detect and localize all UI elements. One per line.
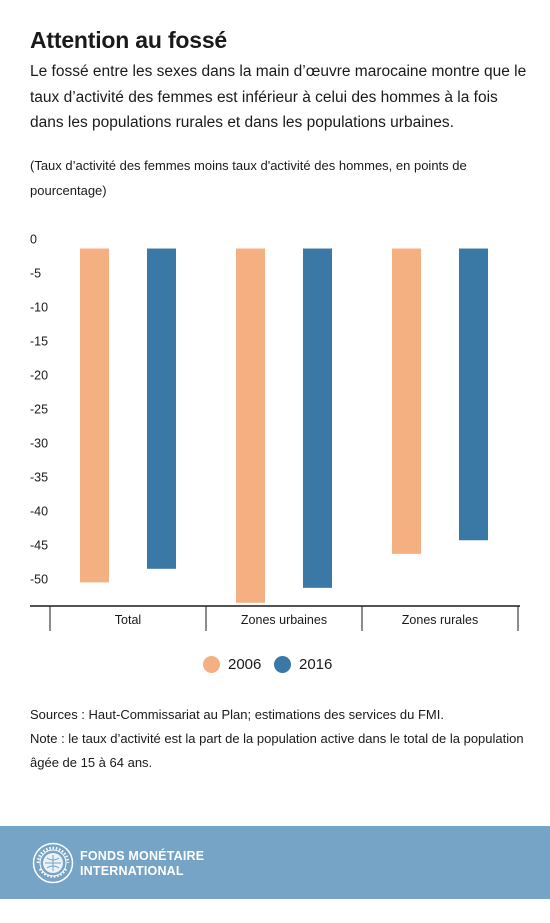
legend-label-2006: 2006 (228, 656, 262, 673)
x-category-label: Zones urbaines (241, 613, 327, 627)
y-tick-label: -30 (30, 437, 48, 451)
org-name-line1: FONDS MONÉTAIRE (80, 849, 205, 863)
bar-2006-2 (392, 248, 421, 554)
y-tick-label: 0 (30, 233, 37, 247)
source-note: Sources : Haut-Commissariat au Plan; est… (30, 703, 530, 775)
footer-bar: FONDS MONÉTAIRE INTERNATIONAL (0, 826, 550, 899)
legend-swatch-2006 (203, 656, 220, 673)
legend-label-2016: 2016 (299, 656, 333, 673)
y-tick-label: -50 (30, 573, 48, 587)
bar-2006-1 (236, 248, 265, 603)
y-tick-label: -10 (30, 301, 48, 315)
bar-2016-2 (459, 248, 488, 541)
org-name: FONDS MONÉTAIRE INTERNATIONAL (80, 849, 204, 879)
units-note: (Taux d’activité des femmes moins taux d… (30, 158, 467, 198)
y-tick-label: -45 (30, 539, 48, 553)
chart-subtitle: Le fossé entre les sexes dans la main d’… (30, 63, 527, 131)
legend: 2006 2016 (0, 656, 550, 678)
y-tick-label: -20 (30, 369, 48, 383)
legend-item-2016: 2016 (274, 656, 332, 673)
legend-item-2006: 2006 (203, 656, 261, 673)
x-category-label: Zones rurales (402, 613, 478, 627)
legend-swatch-2016 (274, 656, 291, 673)
y-tick-label: -5 (30, 267, 41, 281)
bar-chart: 0 -5 -10 -15 -20 -25 -30 -35 -40 -45 -50 Total Zones… (30, 233, 520, 631)
bar-2016-0 (147, 248, 176, 569)
x-category-label: Total (115, 613, 141, 627)
org-name-line2: INTERNATIONAL (80, 864, 184, 878)
chart-title: Attention au fossé (30, 27, 228, 53)
y-tick-label: -25 (30, 403, 48, 417)
sources-text: Sources : Haut-Commissariat au Plan; est… (30, 707, 444, 722)
y-tick-label: -40 (30, 505, 48, 519)
definition-note: Note : le taux d’activité est la part de… (30, 731, 524, 770)
y-tick-label: -15 (30, 335, 48, 349)
imf-seal-icon (32, 842, 74, 884)
bar-2006-0 (80, 248, 109, 583)
bar-2016-1 (303, 248, 332, 588)
y-tick-label: -35 (30, 471, 48, 485)
